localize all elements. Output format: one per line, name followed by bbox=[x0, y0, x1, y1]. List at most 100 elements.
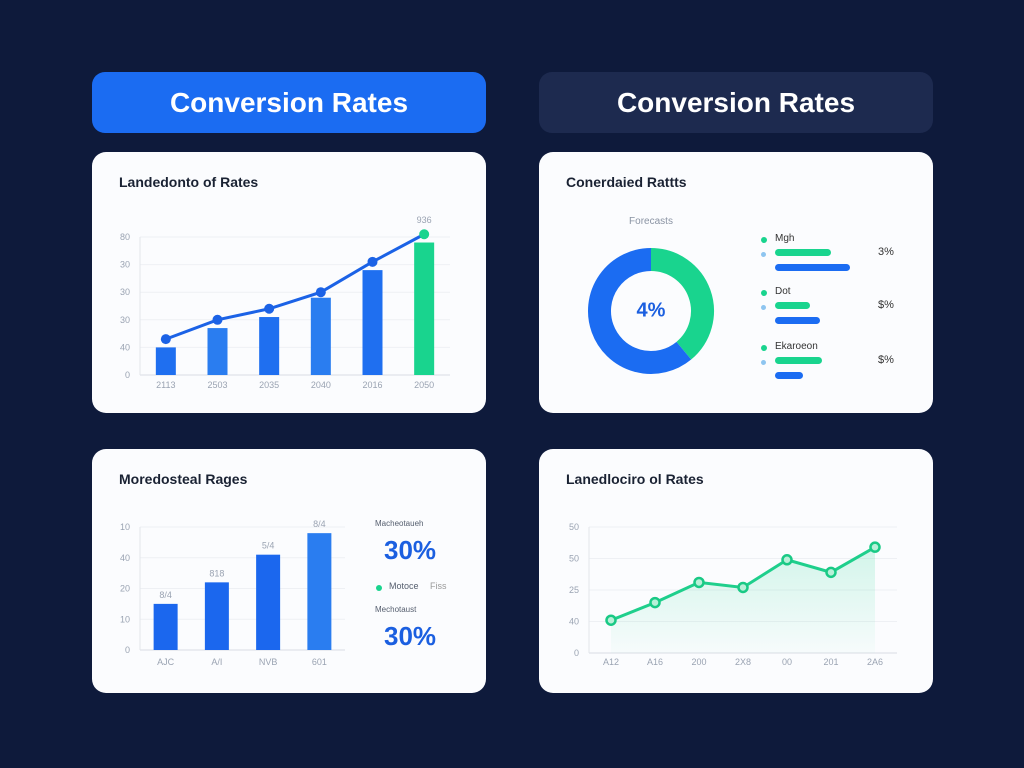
line-point bbox=[419, 229, 430, 240]
legend-percent: $% bbox=[878, 299, 894, 311]
y-tick-label: 40 bbox=[120, 553, 130, 563]
legend-bar-blue bbox=[775, 317, 820, 324]
y-tick-label: 50 bbox=[569, 554, 579, 564]
legend-dot-secondary bbox=[761, 252, 766, 257]
data-label: 818 bbox=[209, 568, 224, 578]
bar bbox=[307, 533, 332, 650]
x-tick-label: 2040 bbox=[311, 380, 331, 390]
line-point bbox=[649, 596, 661, 609]
donut-center-label: 4% bbox=[636, 299, 666, 322]
legend-label: Dot bbox=[775, 286, 791, 297]
donut-slice bbox=[650, 248, 714, 360]
legend-dot bbox=[761, 290, 767, 296]
header-title-left: Conversion Rates bbox=[169, 86, 409, 118]
bar bbox=[362, 270, 383, 375]
card-title: Moredosteal Rages bbox=[119, 471, 248, 487]
bar bbox=[155, 347, 176, 375]
x-tick-label: 200 bbox=[691, 657, 706, 667]
bar bbox=[153, 603, 178, 650]
y-tick-label: 30 bbox=[120, 260, 130, 270]
card-title: Landedonto of Rates bbox=[119, 174, 259, 190]
bar-line-chart: 0 40 30 30 30 80 2113 2503 2035 2040 2016 2050 936 bbox=[120, 215, 450, 390]
x-tick-label: 2113 bbox=[156, 380, 175, 390]
y-tick-label: 25 bbox=[569, 585, 579, 595]
x-tick-label: 2X8 bbox=[735, 657, 751, 667]
legend-bar-blue bbox=[775, 264, 850, 271]
x-tick-label: A12 bbox=[603, 657, 619, 667]
x-tick-label: 2035 bbox=[259, 380, 279, 390]
y-tick-label: 10 bbox=[120, 614, 130, 624]
header-pill-right: Conversion Rates bbox=[539, 72, 933, 133]
legend-bar-green bbox=[775, 249, 831, 256]
x-tick-label: A16 bbox=[647, 657, 663, 667]
legend-extra: Fiss bbox=[430, 581, 447, 591]
bar bbox=[207, 328, 228, 375]
legend-dot bbox=[761, 237, 767, 243]
y-tick-label: 40 bbox=[569, 617, 579, 627]
stat-label-2: Mechotaust bbox=[375, 605, 417, 614]
area-chart: 0 40 25 50 50 A12 A16 200 2X8 00 201 2A6 bbox=[569, 522, 897, 667]
x-tick-label: NVB bbox=[259, 657, 278, 667]
bar-card: Moredosteal Rages 0 10 20 40 10 8/4 AJC 818 A/I 5… bbox=[92, 449, 486, 693]
y-tick-label: 20 bbox=[120, 584, 130, 594]
bar bbox=[256, 554, 281, 650]
y-tick-label: 50 bbox=[569, 522, 579, 532]
line-point bbox=[212, 314, 223, 325]
line-point bbox=[367, 256, 378, 267]
data-label: 5/4 bbox=[262, 541, 275, 551]
bar-chart: 0 10 20 40 10 8/4 AJC 818 A/I 5/4 NVB 8/4 601 bbox=[120, 519, 345, 667]
legend-dot-secondary bbox=[761, 360, 766, 365]
line-point bbox=[160, 334, 171, 345]
donut-chart bbox=[588, 248, 714, 374]
line-point bbox=[264, 303, 275, 314]
line-point bbox=[869, 541, 881, 553]
legend-label: Motoce bbox=[389, 581, 419, 591]
bar bbox=[414, 242, 435, 375]
x-tick-label: 601 bbox=[312, 657, 327, 667]
y-tick-label: 30 bbox=[120, 315, 130, 325]
data-label: 8/4 bbox=[313, 519, 326, 529]
legend-label: Ekaroeon bbox=[775, 341, 818, 352]
legend-dot bbox=[761, 345, 767, 351]
legend-bar-green bbox=[775, 302, 810, 309]
legend-label: Mgh bbox=[775, 233, 795, 244]
legend-percent: 3% bbox=[878, 246, 894, 258]
x-tick-label: A/I bbox=[211, 657, 222, 667]
donut-subtitle: Forecasts bbox=[629, 216, 673, 227]
line-point bbox=[737, 581, 749, 594]
donut-card: Conerdaied Rattts Forecasts 4% Mgh 3% Do… bbox=[539, 152, 933, 413]
line-point bbox=[315, 287, 326, 298]
y-tick-label: 0 bbox=[125, 370, 130, 380]
donut-slice bbox=[588, 248, 692, 374]
data-label: 8/4 bbox=[159, 590, 172, 600]
bar-line-card: Landedonto of Rates 0 40 30 30 30 80 2113 2503 2… bbox=[92, 152, 486, 413]
card-title: Lanedlociro ol Rates bbox=[566, 471, 704, 487]
x-tick-label: 2503 bbox=[207, 380, 227, 390]
line-point bbox=[693, 576, 705, 589]
y-tick-label: 30 bbox=[120, 287, 130, 297]
y-tick-label: 80 bbox=[120, 232, 130, 242]
line-point bbox=[781, 554, 793, 566]
bar bbox=[204, 582, 229, 650]
y-tick-label: 0 bbox=[574, 648, 579, 658]
card-title: Conerdaied Rattts bbox=[566, 174, 687, 190]
x-tick-label: 201 bbox=[823, 657, 838, 667]
line-point bbox=[605, 614, 617, 626]
y-tick-label: 0 bbox=[125, 645, 130, 655]
bar bbox=[310, 297, 331, 375]
area-fill bbox=[611, 547, 875, 653]
stat-label-1: Macheotaueh bbox=[375, 519, 424, 528]
x-tick-label: 2016 bbox=[362, 380, 382, 390]
trend-line bbox=[165, 232, 425, 341]
x-tick-label: 00 bbox=[782, 657, 792, 667]
header-title-right: Conversion Rates bbox=[616, 86, 856, 118]
legend-dot bbox=[376, 585, 382, 591]
bar bbox=[259, 317, 280, 375]
x-tick-label: 2A6 bbox=[867, 657, 883, 667]
x-tick-label: 2050 bbox=[414, 380, 434, 390]
legend-percent: $% bbox=[878, 354, 894, 366]
y-tick-label: 10 bbox=[120, 522, 130, 532]
y-tick-label: 40 bbox=[120, 342, 130, 352]
header-pill-left: Conversion Rates bbox=[92, 72, 486, 133]
x-tick-label: AJC bbox=[157, 657, 175, 667]
